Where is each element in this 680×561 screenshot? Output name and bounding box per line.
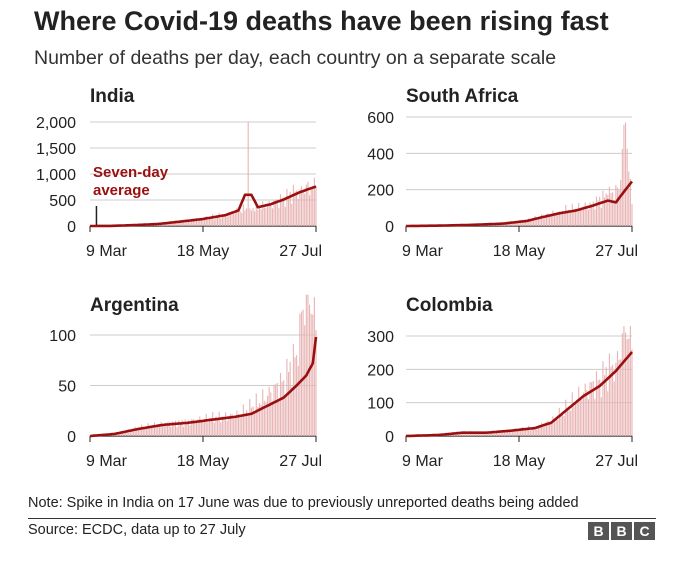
bbc-logo-letter: C [634,522,655,540]
y-tick-label: 200 [367,362,394,379]
annotation-label: Seven-day [93,164,169,181]
chart-title: Where Covid-19 deaths have been rising f… [34,6,609,36]
y-tick-label: 50 [58,379,76,396]
y-tick-label: 100 [49,328,76,345]
bbc-logo: B B C [588,522,655,540]
panel-title: South Africa [406,86,519,107]
y-tick-label: 200 [367,183,394,200]
panel-title: India [90,86,135,107]
chart-subtitle: Number of deaths per day, each country o… [34,47,557,69]
annotation-label: average [93,182,150,199]
seven-day-average-line [405,351,633,438]
y-tick-label: 600 [367,110,394,127]
x-tick-label: 18 May [177,243,229,260]
panel-title: Colombia [406,295,493,316]
x-tick-label: 9 Mar [402,243,444,260]
x-tick-label: 9 Mar [86,453,128,470]
y-tick-label: 1,000 [36,167,76,184]
source-line: Source: ECDC, data up to 27 July [28,522,246,538]
x-tick-label: 27 Jul [279,243,322,260]
seven-day-average-line [90,185,317,228]
y-tick-label: 300 [367,329,394,346]
footer-divider [28,518,656,519]
x-tick-label: 18 May [493,453,545,470]
y-tick-label: 100 [367,396,394,413]
x-tick-label: 27 Jul [595,453,638,470]
seven-day-average-line [406,180,634,228]
panel-title: Argentina [90,295,179,316]
x-tick-label: 9 Mar [86,243,128,260]
footnote: Note: Spike in India on 17 June was due … [28,495,579,511]
y-tick-label: 0 [67,219,76,236]
y-tick-label: 2,000 [36,115,76,132]
x-tick-label: 27 Jul [595,243,638,260]
x-tick-label: 27 Jul [279,453,322,470]
y-tick-label: 1,500 [36,141,76,158]
y-tick-label: 500 [49,193,76,210]
y-tick-label: 400 [367,146,394,163]
y-tick-label: 0 [385,219,394,236]
x-tick-label: 18 May [177,453,229,470]
x-tick-label: 9 Mar [402,453,444,470]
y-tick-label: 0 [385,429,394,446]
bbc-logo-letter: B [611,522,632,540]
bbc-logo-letter: B [588,522,609,540]
seven-day-average-line [89,336,318,438]
x-tick-label: 18 May [493,243,545,260]
y-tick-label: 0 [67,429,76,446]
